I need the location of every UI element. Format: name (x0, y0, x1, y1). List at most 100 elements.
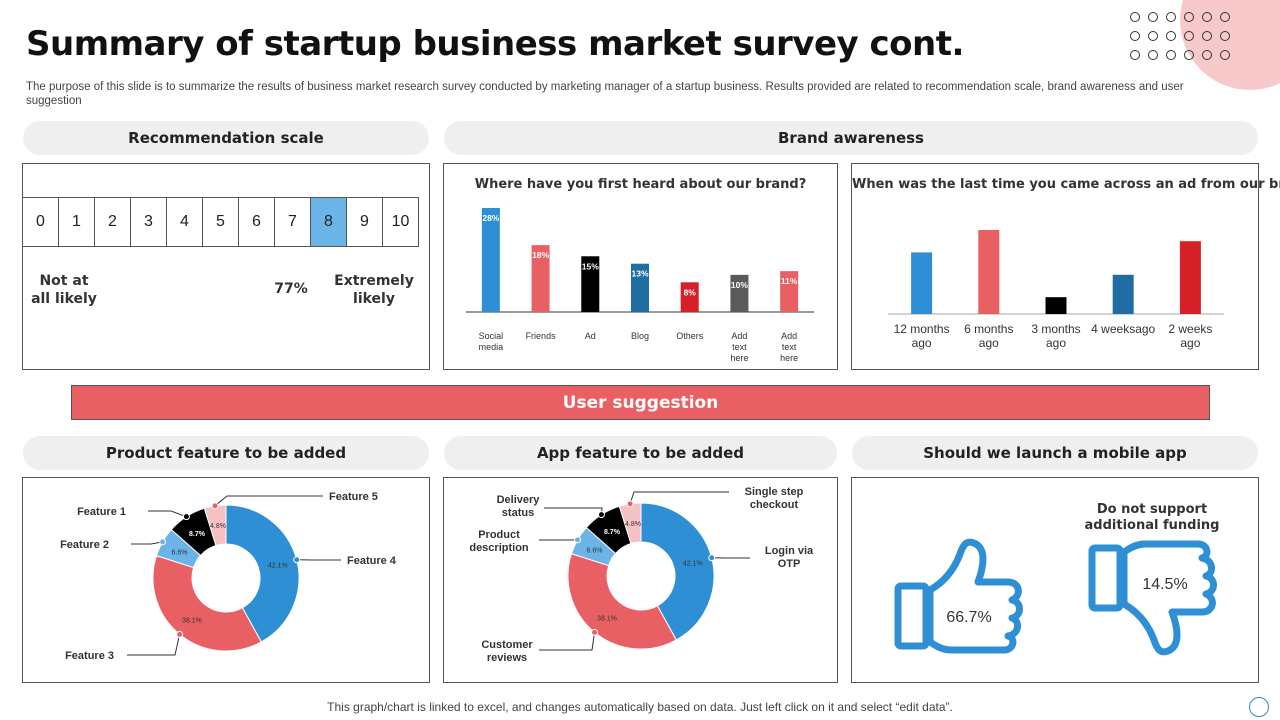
last-ad-bar-chart: 12 months ago 6 months ago 3 months ago 4 week… (888, 230, 1224, 350)
donut-value-label: 38.1% (597, 615, 617, 622)
donut-category-label: Single step checkout (745, 486, 804, 511)
product-feature-panel: 42.1% 38.1% 6.6% 8.7% 4.8% Feature 4 Feature 3… (22, 477, 430, 683)
leader-dot (176, 630, 184, 638)
scale-cell-0[interactable]: 0 (22, 197, 59, 247)
bar-value-label: 8% (684, 287, 697, 297)
leader-dot (574, 536, 582, 544)
page-subtitle: The purpose of this slide is to summariz… (26, 81, 1184, 107)
donut-slice-0 (225, 504, 300, 643)
thumbs-up-icon (894, 538, 1023, 654)
donut-value-label: 42.1% (683, 561, 703, 568)
scale-cell-7[interactable]: 7 (274, 197, 311, 247)
app-feature-panel: 42.1% 38.1% 6.6% 8.7% 4.8% Login via OTP Custom… (443, 477, 838, 683)
bar-value-label: 28% (482, 213, 499, 223)
bar-3 (1112, 274, 1134, 314)
bar-category-label: Add text here (780, 331, 798, 363)
donut-value-label: 6.6% (172, 549, 188, 556)
bar-category-label: Add text here (730, 331, 748, 363)
donut-slice-1 (567, 552, 677, 650)
leader-dot (626, 500, 634, 508)
leader-line (539, 632, 596, 651)
donut-value-label: 4.8% (625, 521, 641, 528)
footer-note: This graph/chart is linked to excel, and… (327, 700, 953, 714)
scale-score: 77% (274, 281, 308, 297)
donut-category-label: Feature 4 (347, 555, 397, 567)
bar-category-label: Ad (585, 331, 596, 341)
leader-dot (591, 628, 599, 636)
bar-0 (911, 252, 933, 314)
bar-value-label: 10% (731, 280, 748, 290)
bar-value-label: 18% (532, 250, 549, 260)
donut-category-label: Feature 2 (60, 539, 109, 551)
donut-category-label: Product description (469, 529, 529, 554)
leader-dot (159, 538, 167, 546)
leader-line (214, 495, 323, 507)
scale-row: 0 1 2 3 4 5 6 7 8 9 10 (22, 197, 419, 247)
leader-line (127, 634, 181, 656)
donut-category-label: Feature 3 (65, 650, 114, 662)
donut-category-label: Customer reviews (481, 639, 533, 664)
donut-slice-0 (640, 502, 715, 641)
leader-line (148, 510, 187, 518)
leader-dot (597, 511, 605, 519)
donut-value-label: 8.7% (604, 529, 621, 536)
bar-category-label: 3 months ago (1031, 322, 1080, 350)
scale-high-label: Extremely likely (334, 273, 414, 307)
donut-category-label: Feature 1 (77, 506, 126, 518)
bar-1 (531, 245, 550, 312)
donut-category-label: Delivery status (497, 494, 541, 519)
bar-2 (581, 256, 600, 312)
bar-category-label: 12 months ago (894, 322, 950, 350)
page-title: Summary of startup business market surve… (26, 24, 964, 64)
bar-category-label: Blog (631, 331, 649, 341)
donut-category-label: Login via OTP (765, 545, 814, 570)
bar-value-label: 11% (781, 276, 798, 286)
scale-cell-1[interactable]: 1 (58, 197, 95, 247)
bar-category-label: Others (676, 331, 704, 341)
first-heard-bar-chart: 28% Social media 18% Friends 15% Ad 13% Blog 8% Ot… (466, 208, 814, 363)
donut-value-label: 42.1% (268, 563, 288, 570)
donut-slice-4 (618, 502, 642, 545)
donut-category-label: Feature 5 (329, 491, 378, 503)
scale-cell-8[interactable]: 8 (310, 197, 347, 247)
recommendation-scale-panel: 0 1 2 3 4 5 6 7 8 9 10 Not at all likely 77% Extre… (22, 163, 430, 370)
bar-2 (1045, 297, 1067, 314)
first-heard-chart-title: Where have you first heard about our bra… (474, 177, 807, 192)
oppose-pct: 14.5% (1142, 576, 1187, 593)
bar-1 (978, 230, 1000, 314)
app-feature-header: App feature to be added (444, 436, 837, 470)
scale-cell-9[interactable]: 9 (346, 197, 383, 247)
scale-cell-4[interactable]: 4 (166, 197, 203, 247)
leader-dot (293, 556, 301, 564)
leader-dot (182, 513, 190, 521)
donut-slice-1 (152, 554, 262, 652)
scale-cell-3[interactable]: 3 (130, 197, 167, 247)
scale-cell-6[interactable]: 6 (238, 197, 275, 247)
support-pct: 66.7% (946, 609, 991, 626)
bar-4 (1179, 241, 1201, 314)
scale-low-label: Not at all likely (31, 273, 97, 307)
leader-dot (708, 554, 716, 562)
donut-slice-4 (203, 504, 227, 547)
bar-6 (780, 271, 799, 312)
scale-cell-10[interactable]: 10 (382, 197, 419, 247)
bar-0 (481, 208, 500, 312)
bar-category-label: 2 weeks ago (1168, 322, 1212, 350)
app-feature-donut-chart: 42.1% 38.1% 6.6% 8.7% 4.8% Login via OTP Custom… (469, 486, 814, 664)
recommendation-scale-header: Recommendation scale (23, 121, 429, 155)
user-suggestion-banner: User suggestion (71, 385, 1210, 420)
scale-cell-5[interactable]: 5 (202, 197, 239, 247)
decorative-dot-grid (1130, 12, 1238, 69)
scale-cell-2[interactable]: 2 (94, 197, 131, 247)
donut-value-label: 4.8% (210, 523, 226, 530)
product-feature-donut-chart: 42.1% 38.1% 6.6% 8.7% 4.8% Feature 4 Feature 3… (60, 491, 397, 662)
donut-value-label: 8.7% (189, 531, 206, 538)
bar-3 (631, 263, 649, 312)
mobile-app-header: Should we launch a mobile app (852, 436, 1258, 470)
leader-line (544, 507, 603, 515)
mobile-app-panel: Do not support additional funding 66.7% … (851, 477, 1259, 683)
leader-line (131, 541, 163, 545)
product-feature-header: Product feature to be added (23, 436, 429, 470)
bar-category-label: 4 weeksago (1091, 322, 1155, 336)
bar-value-label: 13% (631, 269, 648, 279)
